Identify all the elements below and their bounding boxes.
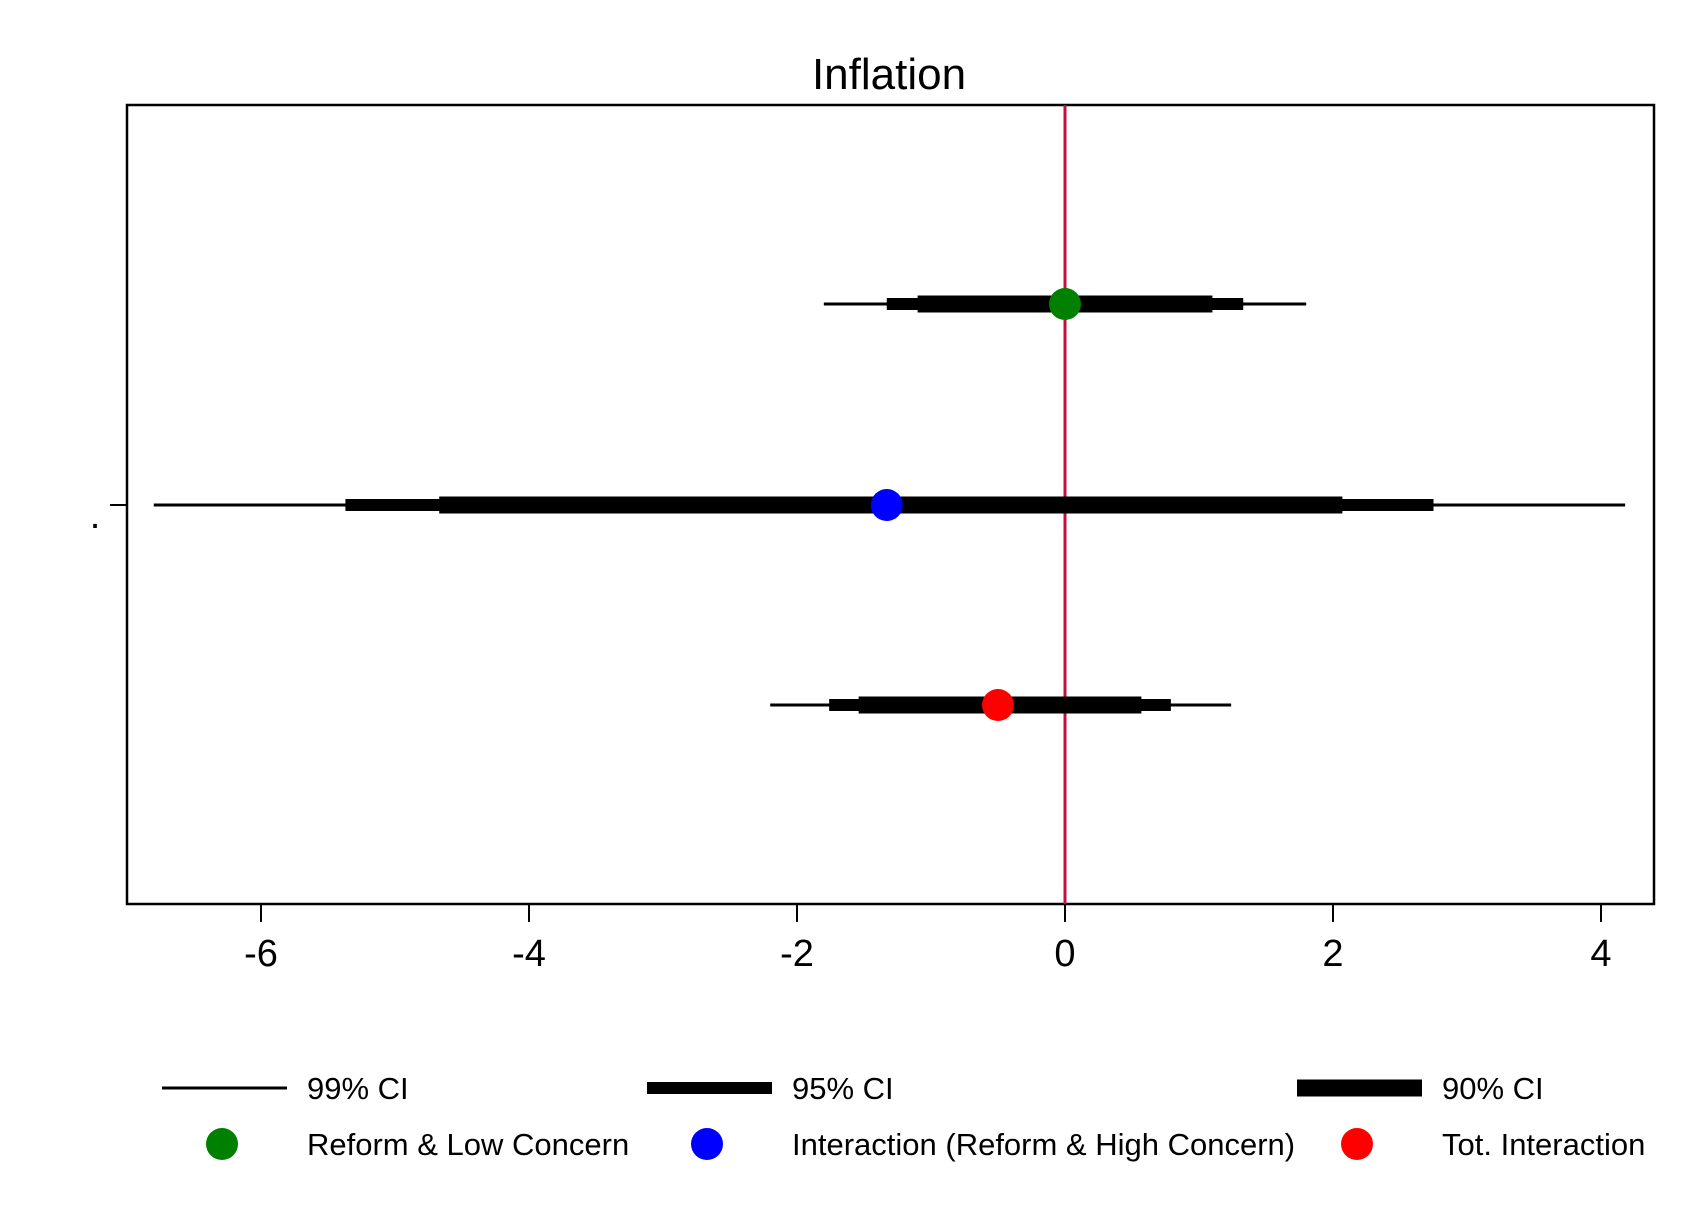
estimate-point-2 xyxy=(870,489,903,521)
x-tick-label-2: -2 xyxy=(780,933,814,975)
legend-label-ci95: 95% CI xyxy=(792,1071,894,1106)
legend-label-series-3: Tot. Interaction xyxy=(1442,1127,1645,1162)
x-tick-label-3: 0 xyxy=(1054,933,1075,975)
legend-label-series-1: Reform & Low Concern xyxy=(307,1127,629,1162)
legend-label-ci99: 99% CI xyxy=(307,1071,409,1106)
x-tick-label-4: 2 xyxy=(1322,933,1343,975)
x-tick-label-0: -6 xyxy=(244,933,278,975)
legend-marker-1 xyxy=(206,1128,238,1160)
legend-label-series-2: Interaction (Reform & High Concern) xyxy=(792,1127,1295,1162)
chart-title: Inflation xyxy=(812,50,966,99)
legend-marker-2 xyxy=(691,1128,723,1160)
estimate-point-3 xyxy=(982,689,1014,721)
legend-marker-3 xyxy=(1341,1128,1373,1160)
y-tick-label: . xyxy=(90,495,101,537)
x-tick-label-5: 4 xyxy=(1590,933,1611,975)
legend-label-ci90: 90% CI xyxy=(1442,1071,1544,1106)
estimate-point-1 xyxy=(1049,288,1081,320)
x-tick-label-1: -4 xyxy=(512,933,546,975)
